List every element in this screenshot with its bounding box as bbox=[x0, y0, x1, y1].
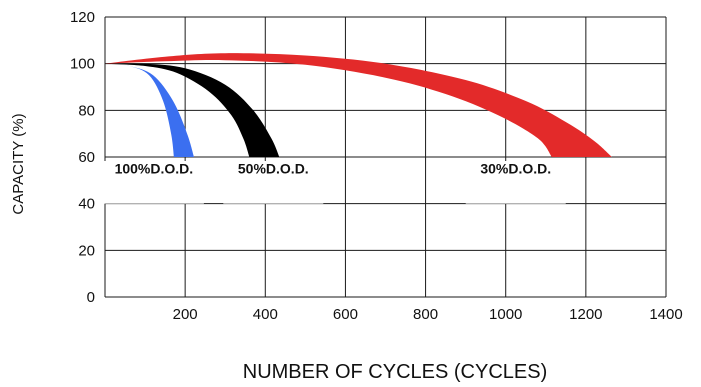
label-background bbox=[465, 161, 566, 204]
y-tick-label: 100 bbox=[70, 56, 95, 73]
label-background bbox=[223, 161, 324, 204]
x-tick-label: 800 bbox=[413, 306, 438, 323]
y-tick-label: 20 bbox=[78, 242, 95, 259]
x-tick-label: 1000 bbox=[489, 306, 522, 323]
series-band bbox=[105, 63, 194, 158]
x-tick-label: 200 bbox=[173, 306, 198, 323]
series-labels: 100%D.O.D. 50%D.O.D. 30%D.O.D. bbox=[115, 160, 552, 176]
tick-labels: 0 20 40 60 80 100 120 200 400 600 800 1000 1200 1400 bbox=[70, 9, 683, 323]
y-tick-label: 40 bbox=[78, 196, 95, 213]
y-tick-label: 0 bbox=[87, 289, 95, 306]
x-axis-title: NUMBER OF CYCLES (CYCLES) bbox=[243, 361, 548, 383]
x-tick-label: 600 bbox=[333, 306, 358, 323]
x-tick-label: 1200 bbox=[569, 306, 602, 323]
y-tick-label: 60 bbox=[78, 149, 95, 166]
label-backgrounds bbox=[103, 161, 566, 204]
series-band bbox=[105, 63, 280, 157]
x-tick-label: 1400 bbox=[649, 306, 682, 323]
label-background bbox=[103, 161, 204, 204]
y-axis-title: CAPACITY (%) bbox=[10, 113, 27, 214]
y-tick-label: 80 bbox=[78, 102, 95, 119]
x-tick-label: 400 bbox=[253, 306, 278, 323]
series-label: 100%D.O.D. bbox=[115, 160, 194, 176]
series-label: 30%D.O.D. bbox=[480, 160, 551, 176]
y-tick-label: 120 bbox=[70, 9, 95, 26]
series-label: 50%D.O.D. bbox=[238, 160, 309, 176]
series-layer bbox=[105, 53, 612, 158]
series-band bbox=[105, 53, 612, 157]
